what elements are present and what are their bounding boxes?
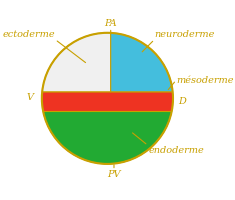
Polygon shape [42, 92, 173, 111]
Polygon shape [42, 33, 111, 92]
Text: D: D [178, 97, 186, 106]
Polygon shape [43, 111, 172, 164]
Text: neuroderme: neuroderme [155, 30, 215, 39]
Polygon shape [111, 33, 173, 92]
Text: PV: PV [107, 170, 121, 179]
Text: endoderme: endoderme [148, 146, 204, 155]
Text: PA: PA [104, 19, 117, 28]
Text: ectoderme: ectoderme [2, 30, 55, 39]
Text: V: V [27, 93, 34, 102]
Text: mésoderme: mésoderme [176, 76, 234, 85]
